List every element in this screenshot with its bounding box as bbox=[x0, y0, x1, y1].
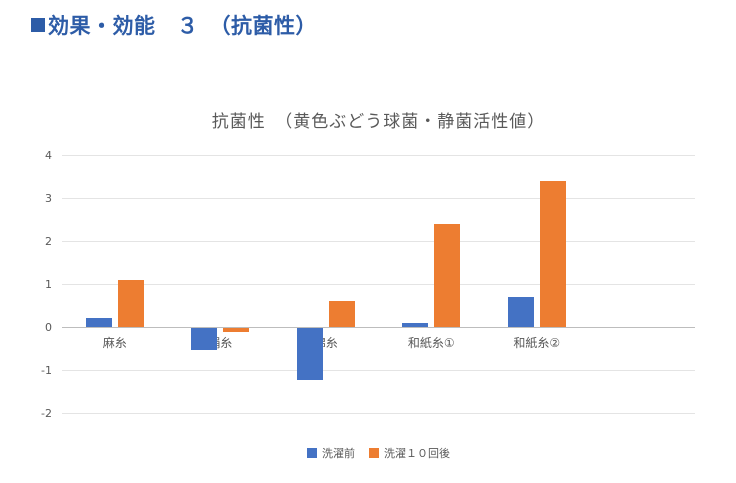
legend-item: 洗濯前 bbox=[307, 445, 355, 461]
legend-label: 洗濯１０回後 bbox=[384, 447, 450, 460]
gridline bbox=[62, 198, 695, 199]
bar-after-10-washes bbox=[328, 301, 355, 327]
page-title-text: 効果・効能 ３ （抗菌性） bbox=[48, 14, 317, 38]
bar-before-wash bbox=[85, 318, 112, 327]
legend-label: 洗濯前 bbox=[322, 447, 355, 460]
bar-before-wash bbox=[191, 328, 218, 350]
bar-after-10-washes bbox=[434, 223, 461, 327]
gridline bbox=[62, 241, 695, 242]
category-label: 綿糸 bbox=[313, 336, 338, 350]
bar-after-10-washes bbox=[117, 279, 144, 327]
y-axis-tick-label: 1 bbox=[45, 278, 52, 291]
category-label: 和紙糸② bbox=[513, 336, 561, 350]
y-axis-tick-label: -2 bbox=[41, 407, 52, 420]
legend-item: 洗濯１０回後 bbox=[369, 445, 450, 461]
bar-before-wash bbox=[296, 328, 323, 380]
page-title: 効果・効能 ３ （抗菌性） bbox=[31, 10, 317, 40]
chart-legend: 洗濯前 洗濯１０回後 bbox=[62, 445, 695, 461]
y-axis-tick-label: 0 bbox=[45, 321, 52, 334]
bar-before-wash bbox=[507, 296, 534, 327]
y-axis-tick-label: 4 bbox=[45, 149, 52, 162]
bar-after-10-washes bbox=[223, 328, 250, 333]
category-label: 麻糸 bbox=[102, 336, 127, 350]
legend-color-swatch-icon bbox=[307, 448, 317, 458]
y-axis-tick-label: 3 bbox=[45, 192, 52, 205]
gridline bbox=[62, 413, 695, 414]
legend-color-swatch-icon bbox=[369, 448, 379, 458]
gridline bbox=[62, 284, 695, 285]
category-label: 和紙糸① bbox=[407, 336, 455, 350]
bar-before-wash bbox=[402, 322, 429, 327]
x-axis-line bbox=[62, 327, 695, 328]
bar-after-10-washes bbox=[539, 180, 566, 327]
category-label: 絹糸 bbox=[208, 336, 233, 350]
gridline bbox=[62, 370, 695, 371]
bullet-square-icon bbox=[31, 18, 45, 32]
gridline bbox=[62, 155, 695, 156]
y-axis-tick-label: -1 bbox=[41, 364, 52, 377]
chart-title: 抗菌性 （黄色ぶどう球菌・静菌活性値） bbox=[211, 112, 546, 132]
y-axis-tick-label: 2 bbox=[45, 235, 52, 248]
